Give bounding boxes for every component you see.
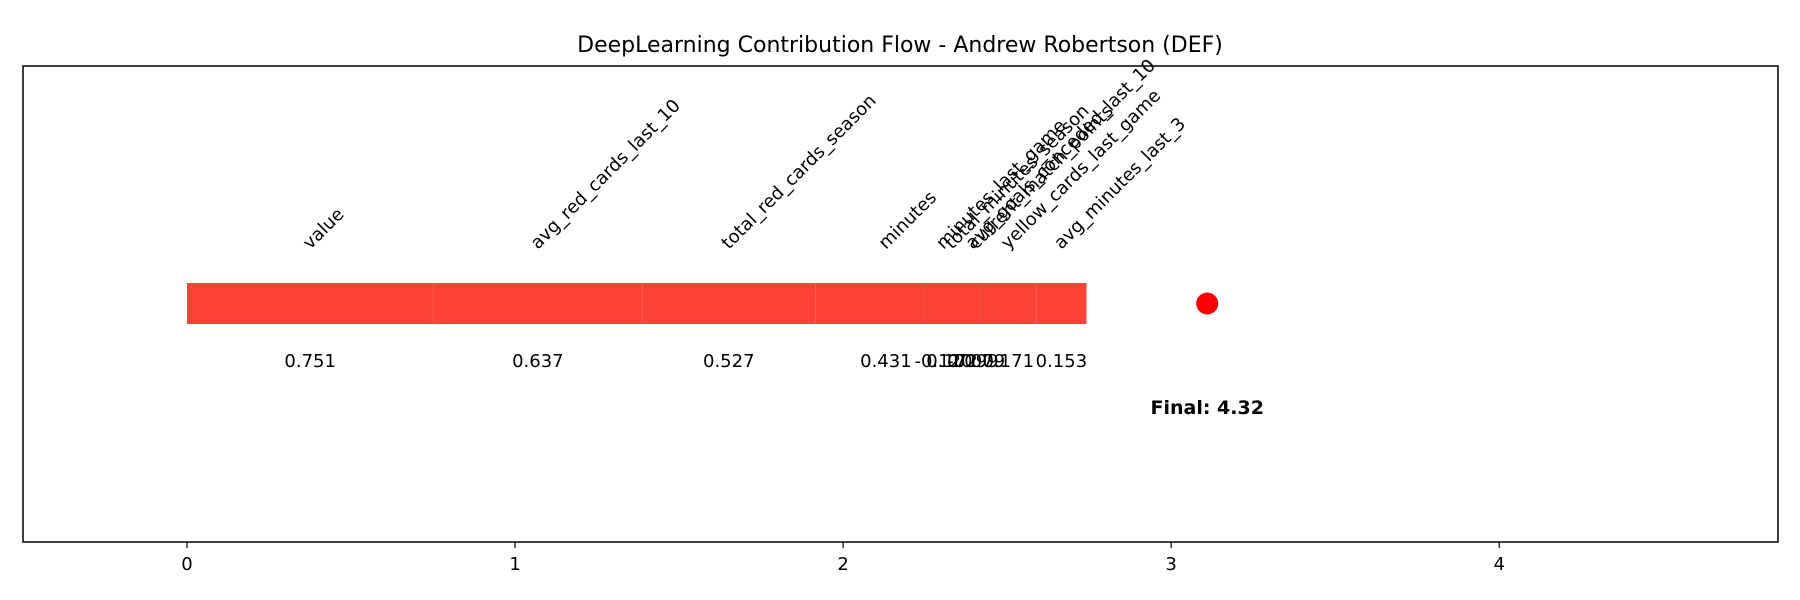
contribution-bar (923, 283, 981, 324)
value-label: 0.099 (947, 351, 999, 372)
x-tick-label: 2 (837, 554, 848, 575)
plot-frame (22, 65, 1779, 543)
value-label: -0.120 (914, 351, 972, 372)
final-marker (1196, 292, 1219, 315)
value-labels: 0.751 0.637 0.527 0.431 0.099-0.079-0.1200.1… (284, 351, 1087, 372)
contribution-bar (187, 283, 434, 324)
contribution-bar (433, 283, 643, 324)
contribution-bar (980, 283, 1037, 324)
x-tick-label: 4 (1493, 554, 1504, 575)
contribution-bars (187, 283, 1087, 324)
value-label: 0.431 (860, 351, 912, 372)
value-label: 0.172 (926, 351, 978, 372)
final-group: Final: 4.32 (1150, 292, 1264, 419)
feature-label: minutes (875, 187, 941, 253)
feature-labels: value avg_red_cards_last_10 total_red_card… (299, 55, 1190, 253)
feature-label: current_match_points (965, 101, 1118, 254)
x-axis: 0 1 2 3 4 (181, 542, 1505, 575)
feature-label: total_red_cards_season (717, 90, 880, 253)
final-label: Final: 4.32 (1150, 397, 1263, 419)
chart-title: DeepLearning Contribution Flow - Andrew … (577, 33, 1223, 58)
value-label: 0.751 (284, 351, 336, 372)
contribution-bar (1036, 283, 1087, 324)
value-label: 0.153 (1036, 351, 1088, 372)
value-label: 0.637 (512, 351, 564, 372)
value-label: 0.171 (982, 351, 1034, 372)
x-tick-label: 1 (509, 554, 520, 575)
feature-label: value (299, 204, 349, 254)
contribution-bar (642, 283, 816, 324)
value-label: 0.527 (703, 351, 755, 372)
x-tick-label: 0 (181, 554, 192, 575)
value-label: -0.079 (947, 351, 1005, 372)
feature-label: avg_red_cards_last_10 (527, 95, 685, 253)
x-tick-label: 3 (1165, 554, 1176, 575)
